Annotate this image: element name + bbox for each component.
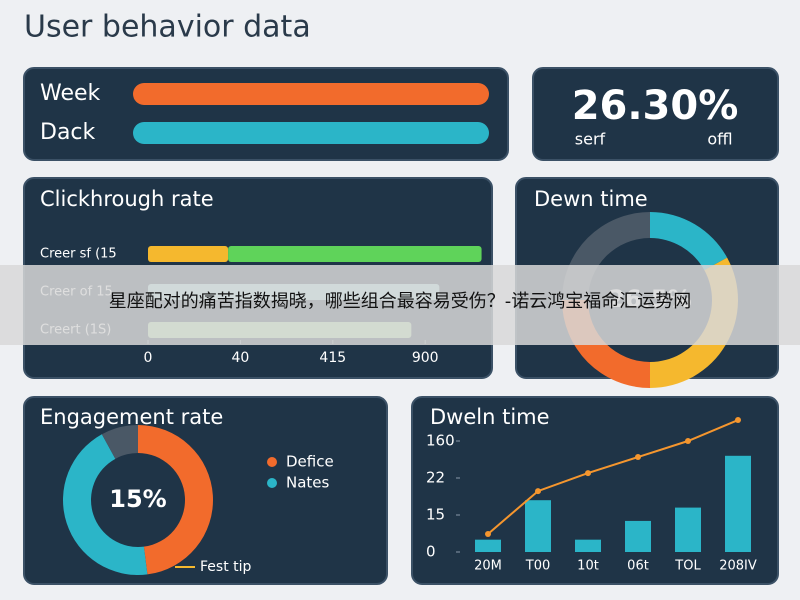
- x-tick-label: 0: [144, 350, 153, 366]
- bar: [148, 246, 229, 262]
- kpi-value: 26.30%: [572, 83, 739, 129]
- x-tick-label: 06t: [627, 559, 649, 574]
- center-label: 15%: [109, 485, 166, 513]
- legend-swatch: [267, 478, 277, 488]
- bar: [625, 520, 651, 552]
- line: [487, 419, 739, 535]
- y-tick-label: 22: [426, 469, 445, 487]
- bar: [575, 539, 601, 552]
- legend-bar: [133, 122, 489, 144]
- pie-slice: [138, 425, 214, 575]
- y-tick-label: 15: [426, 506, 445, 524]
- chart-title: Engagement rate: [40, 405, 223, 429]
- overlay: 星座配对的痛苦指数揭晓，哪些组合最容易受伤？-诺云鸿宝福命汇运势网: [0, 265, 800, 345]
- pie-slice: [101, 425, 138, 459]
- pie-slice: [650, 212, 728, 271]
- bar: [228, 246, 482, 262]
- page-title: User behavior data: [24, 10, 311, 45]
- x-tick-label: 900: [412, 350, 439, 366]
- x-tick-label: 415: [319, 350, 346, 366]
- legend-label: Week: [40, 81, 101, 106]
- banner: [0, 265, 800, 345]
- y-tick-label: 0: [426, 543, 436, 561]
- point: [585, 470, 591, 477]
- chart-title: Dewn time: [534, 187, 648, 211]
- x-tick-label: 40: [231, 350, 249, 366]
- bar: [525, 500, 551, 552]
- legend-swatch: [267, 457, 277, 467]
- bar: [675, 507, 701, 552]
- note: Fest tip: [200, 559, 252, 575]
- y-tick-label: 160: [426, 432, 455, 450]
- x-tick-label: 20M: [474, 559, 502, 574]
- chart-title: Clickhrough rate: [40, 187, 214, 211]
- legend-label: Nates: [286, 474, 330, 492]
- kpi-label: offl: [707, 130, 732, 149]
- kpi-label: serf: [575, 130, 606, 149]
- bar: [725, 455, 751, 552]
- point: [535, 488, 541, 495]
- legend-label: Defice: [286, 453, 334, 471]
- x-tick-label: TOL: [674, 559, 701, 574]
- x-tick-label: 10t: [577, 559, 599, 574]
- x-tick-label: T00: [525, 559, 550, 574]
- legend-bar: [133, 83, 489, 105]
- chart-title: Dweln time: [430, 405, 550, 429]
- point: [735, 417, 741, 424]
- panel: [532, 67, 779, 161]
- legend-label: Dack: [40, 120, 96, 145]
- y-tick-label: Creer sf (15: [40, 247, 117, 262]
- pie-slice: [62, 434, 148, 575]
- point: [635, 454, 641, 461]
- x-tick-label: 208IV: [719, 559, 757, 574]
- bar: [475, 539, 501, 552]
- banner-text: 星座配对的痛苦指数揭晓，哪些组合最容易受伤？-诺云鸿宝福命汇运势网: [109, 291, 692, 312]
- point: [485, 530, 491, 537]
- point: [685, 438, 691, 444]
